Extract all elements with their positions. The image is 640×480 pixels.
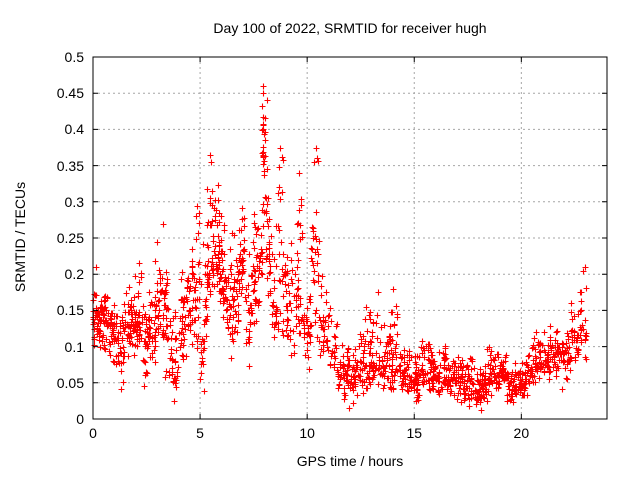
x-tick-label: 20 — [513, 425, 530, 441]
y-tick-label: 0.4 — [64, 121, 84, 138]
y-tick-label: 0.05 — [56, 374, 84, 391]
chart-title: Day 100 of 2022, SRMTID for receiver hug… — [213, 20, 487, 36]
y-tick-label: 0.5 — [64, 49, 84, 65]
x-tick-label: 5 — [196, 425, 204, 441]
y-axis-label: SRMTID / TECUs — [12, 181, 28, 293]
y-tick-label: 0.45 — [56, 85, 84, 102]
x-tick-label: 0 — [89, 425, 97, 441]
y-tick-label: 0.35 — [56, 157, 84, 174]
y-tick-label: 0.3 — [64, 193, 84, 210]
y-tick-label: 0.15 — [56, 302, 84, 319]
x-axis-label: GPS time / hours — [296, 453, 404, 469]
y-tick-label: 0.2 — [64, 266, 84, 283]
y-tick-label: 0 — [76, 411, 84, 427]
y-tick-label: 0.1 — [64, 338, 84, 355]
x-tick-label: 10 — [299, 425, 315, 441]
y-tick-label: 0.25 — [56, 230, 84, 246]
x-tick-label: 15 — [406, 425, 423, 441]
